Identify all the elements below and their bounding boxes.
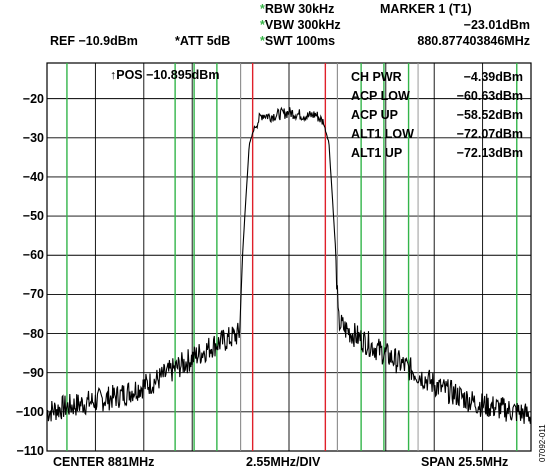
- measurement-label: ACP UP: [351, 108, 399, 122]
- measurement-value: −72.13dBm: [456, 146, 523, 160]
- y-tick-label: −100: [15, 404, 44, 419]
- attenuation: *ATT 5dB: [175, 34, 231, 48]
- marker-title: MARKER 1 (T1): [380, 2, 472, 16]
- measurement-value: −58.52dBm: [456, 108, 523, 122]
- swt-label: *SWT 100ms: [260, 34, 336, 48]
- spectrum-trace: [46, 106, 532, 424]
- y-tick-label: −50: [22, 209, 44, 224]
- measurement-value: −72.07dBm: [456, 127, 523, 141]
- rbw-label: *RBW 30kHz: [260, 2, 335, 16]
- y-tick-label: −30: [22, 130, 44, 145]
- measurement-label: ALT1 LOW: [351, 127, 414, 141]
- measurement-value: −4.39dBm: [463, 70, 523, 84]
- ref-level: REF −10.9dBm: [50, 34, 138, 48]
- measurement-label: ALT1 UP: [351, 146, 403, 160]
- figure-id: 07092-011: [538, 424, 547, 462]
- division-scale: 2.55MHz/DIV: [246, 455, 321, 469]
- pos-label: ↑POS −10.895dBm: [110, 68, 220, 82]
- center-frequency: CENTER 881MHz: [53, 455, 155, 469]
- y-tick-label: −40: [22, 169, 44, 184]
- marker-frequency: 880.877403846MHz: [417, 34, 530, 48]
- marker-lines: [66, 63, 518, 451]
- y-tick-label: −80: [22, 326, 44, 341]
- marker-level: −23.01dBm: [463, 18, 530, 32]
- y-tick-label: −20: [22, 91, 44, 106]
- span-label: SPAN 25.5MHz: [421, 455, 509, 469]
- y-tick-label: −70: [22, 287, 44, 302]
- measurement-label: CH PWR: [351, 70, 402, 84]
- y-tick-label: −90: [22, 365, 44, 380]
- y-tick-label: −60: [22, 248, 44, 263]
- y-tick-label: −110: [16, 444, 44, 458]
- measurement-value: −60.63dBm: [456, 89, 523, 103]
- measurement-label: ACP LOW: [351, 89, 410, 103]
- vbw-label: *VBW 300kHz: [260, 18, 341, 32]
